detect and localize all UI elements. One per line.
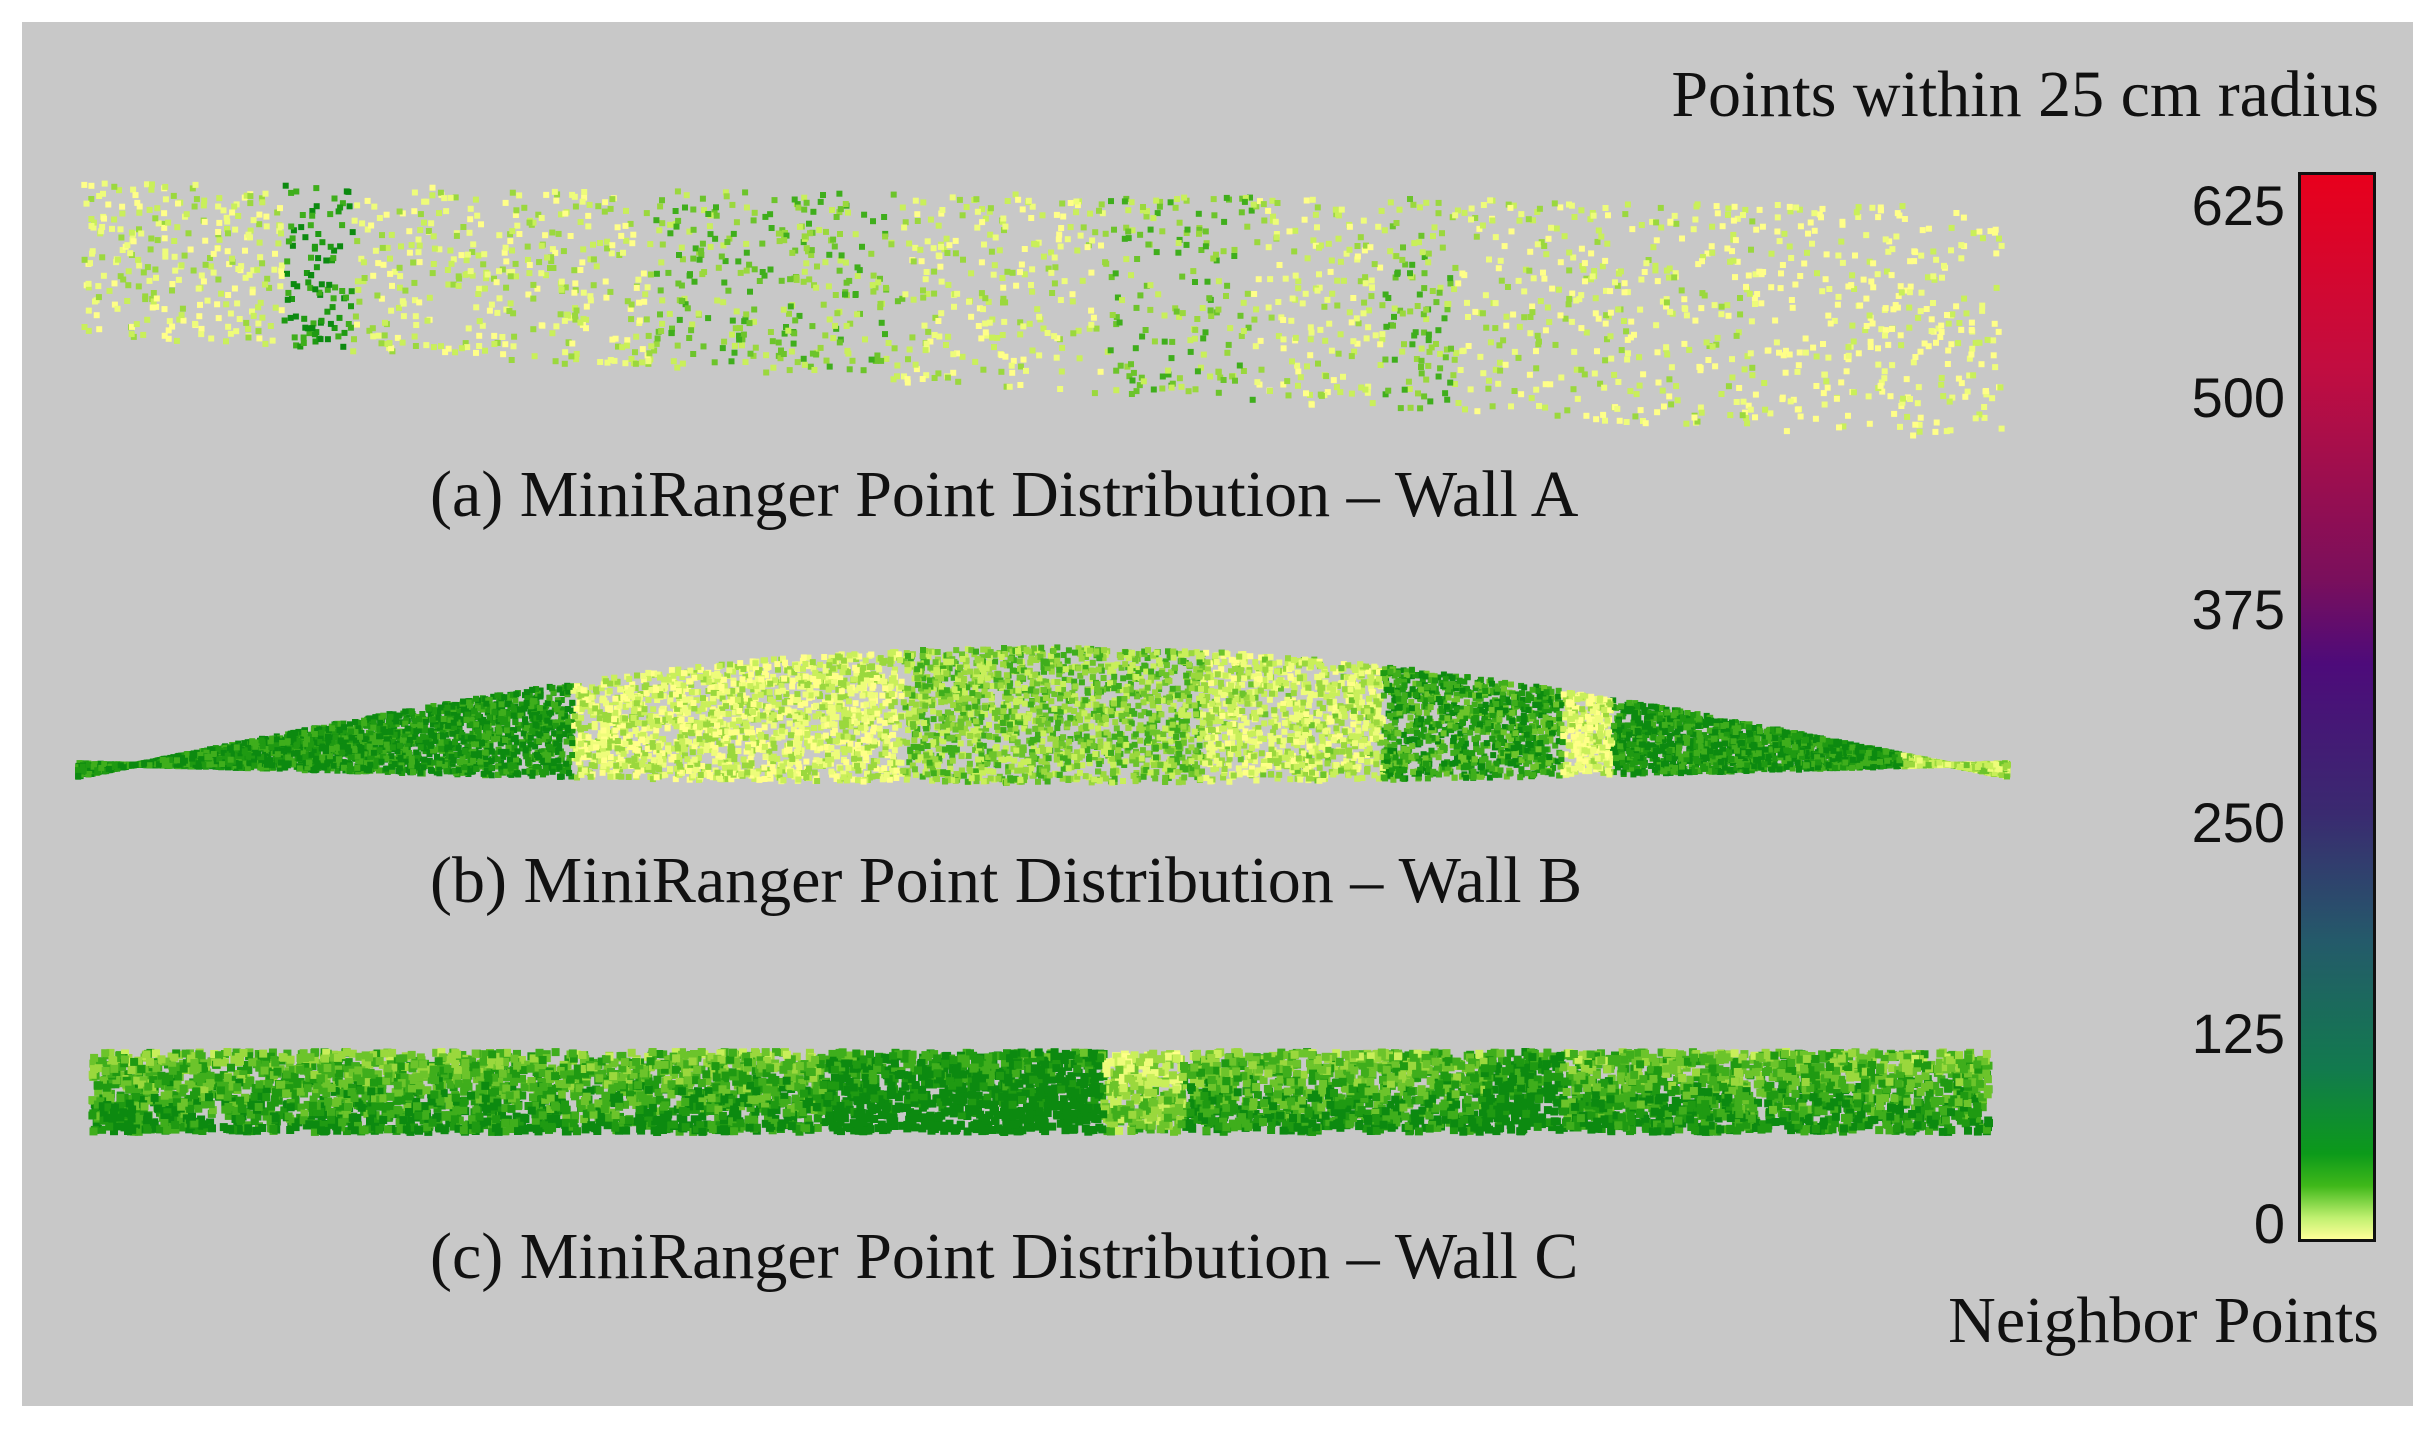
wall-c-points bbox=[88, 1048, 1993, 1136]
colorbar-tick-500: 500 bbox=[2191, 366, 2285, 429]
colorbar-tick-625: 625 bbox=[2191, 174, 2285, 237]
colorbar-tick-0: 0 bbox=[2253, 1192, 2285, 1255]
legend-title: Points within 25 cm radius bbox=[1671, 58, 2379, 131]
caption-wall-a: (a) MiniRanger Point Distribution – Wall… bbox=[430, 458, 1579, 531]
colorbar-tick-125: 125 bbox=[2191, 1002, 2285, 1065]
wall-a-points bbox=[81, 180, 2005, 439]
colorbar-tick-250: 250 bbox=[2191, 791, 2285, 854]
colorbar bbox=[2298, 172, 2376, 1242]
caption-wall-c: (c) MiniRanger Point Distribution – Wall… bbox=[430, 1220, 1579, 1293]
colorbar-tick-375: 375 bbox=[2191, 578, 2285, 641]
wall-b-points bbox=[75, 644, 2011, 786]
caption-wall-b: (b) MiniRanger Point Distribution – Wall… bbox=[430, 844, 1583, 917]
legend-subtitle: Neighbor Points bbox=[1948, 1284, 2379, 1357]
